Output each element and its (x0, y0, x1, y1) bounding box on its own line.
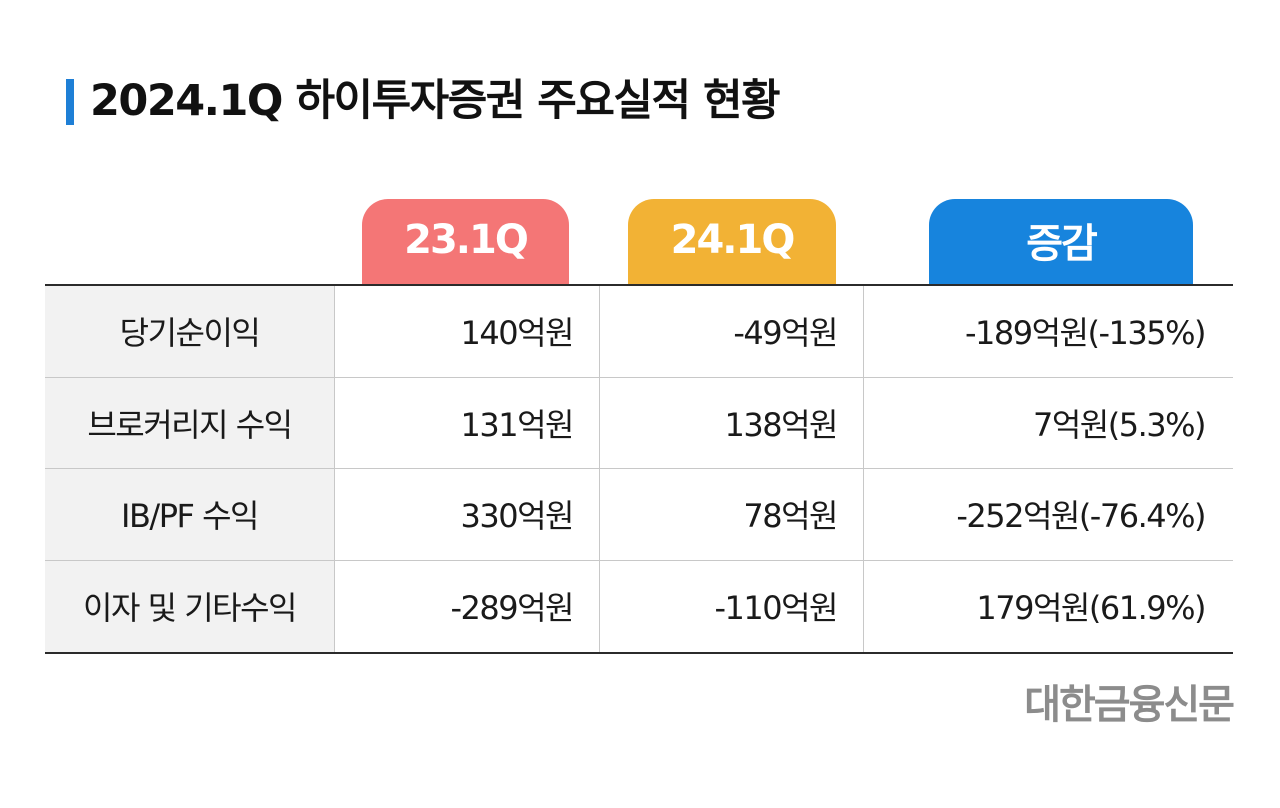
value-change: 7억원(5.3%) (863, 377, 1233, 468)
table-row: IB/PF 수익 330억원 78억원 -252억원(-76.4%) (45, 469, 1233, 561)
source-credit: 대한금융신문 (1024, 682, 1235, 728)
value-change: -252억원(-76.4%) (863, 469, 1233, 560)
value-24-1q: 78억원 (599, 469, 863, 560)
table-row: 당기순이익 140억원 -49억원 -189억원(-135%) (45, 286, 1233, 378)
header-change: 증감 (929, 199, 1193, 285)
value-23-1q: -289억원 (334, 560, 599, 652)
header-23-1q: 23.1Q (362, 199, 569, 285)
value-23-1q: 140억원 (334, 286, 599, 377)
value-24-1q: -49억원 (599, 286, 863, 377)
row-label: IB/PF 수익 (45, 469, 334, 560)
value-24-1q: 138억원 (599, 377, 863, 468)
row-label: 당기순이익 (45, 286, 334, 377)
value-23-1q: 131억원 (334, 377, 599, 468)
header-24-1q: 24.1Q (628, 199, 836, 285)
value-24-1q: -110억원 (599, 560, 863, 652)
value-change: 179억원(61.9%) (863, 560, 1233, 652)
page-title: 2024.1Q 하이투자증권 주요실적 현황 (90, 76, 781, 126)
row-label: 이자 및 기타수익 (45, 560, 334, 652)
table-row: 브로커리지 수익 131억원 138억원 7억원(5.3%) (45, 377, 1233, 469)
table-row: 이자 및 기타수익 -289억원 -110억원 179억원(61.9%) (45, 560, 1233, 652)
value-change: -189억원(-135%) (863, 286, 1233, 377)
value-23-1q: 330억원 (334, 469, 599, 560)
title-accent-bar (66, 79, 74, 125)
row-label: 브로커리지 수익 (45, 377, 334, 468)
performance-table: 당기순이익 140억원 -49억원 -189억원(-135%) 브로커리지 수익… (45, 284, 1233, 654)
